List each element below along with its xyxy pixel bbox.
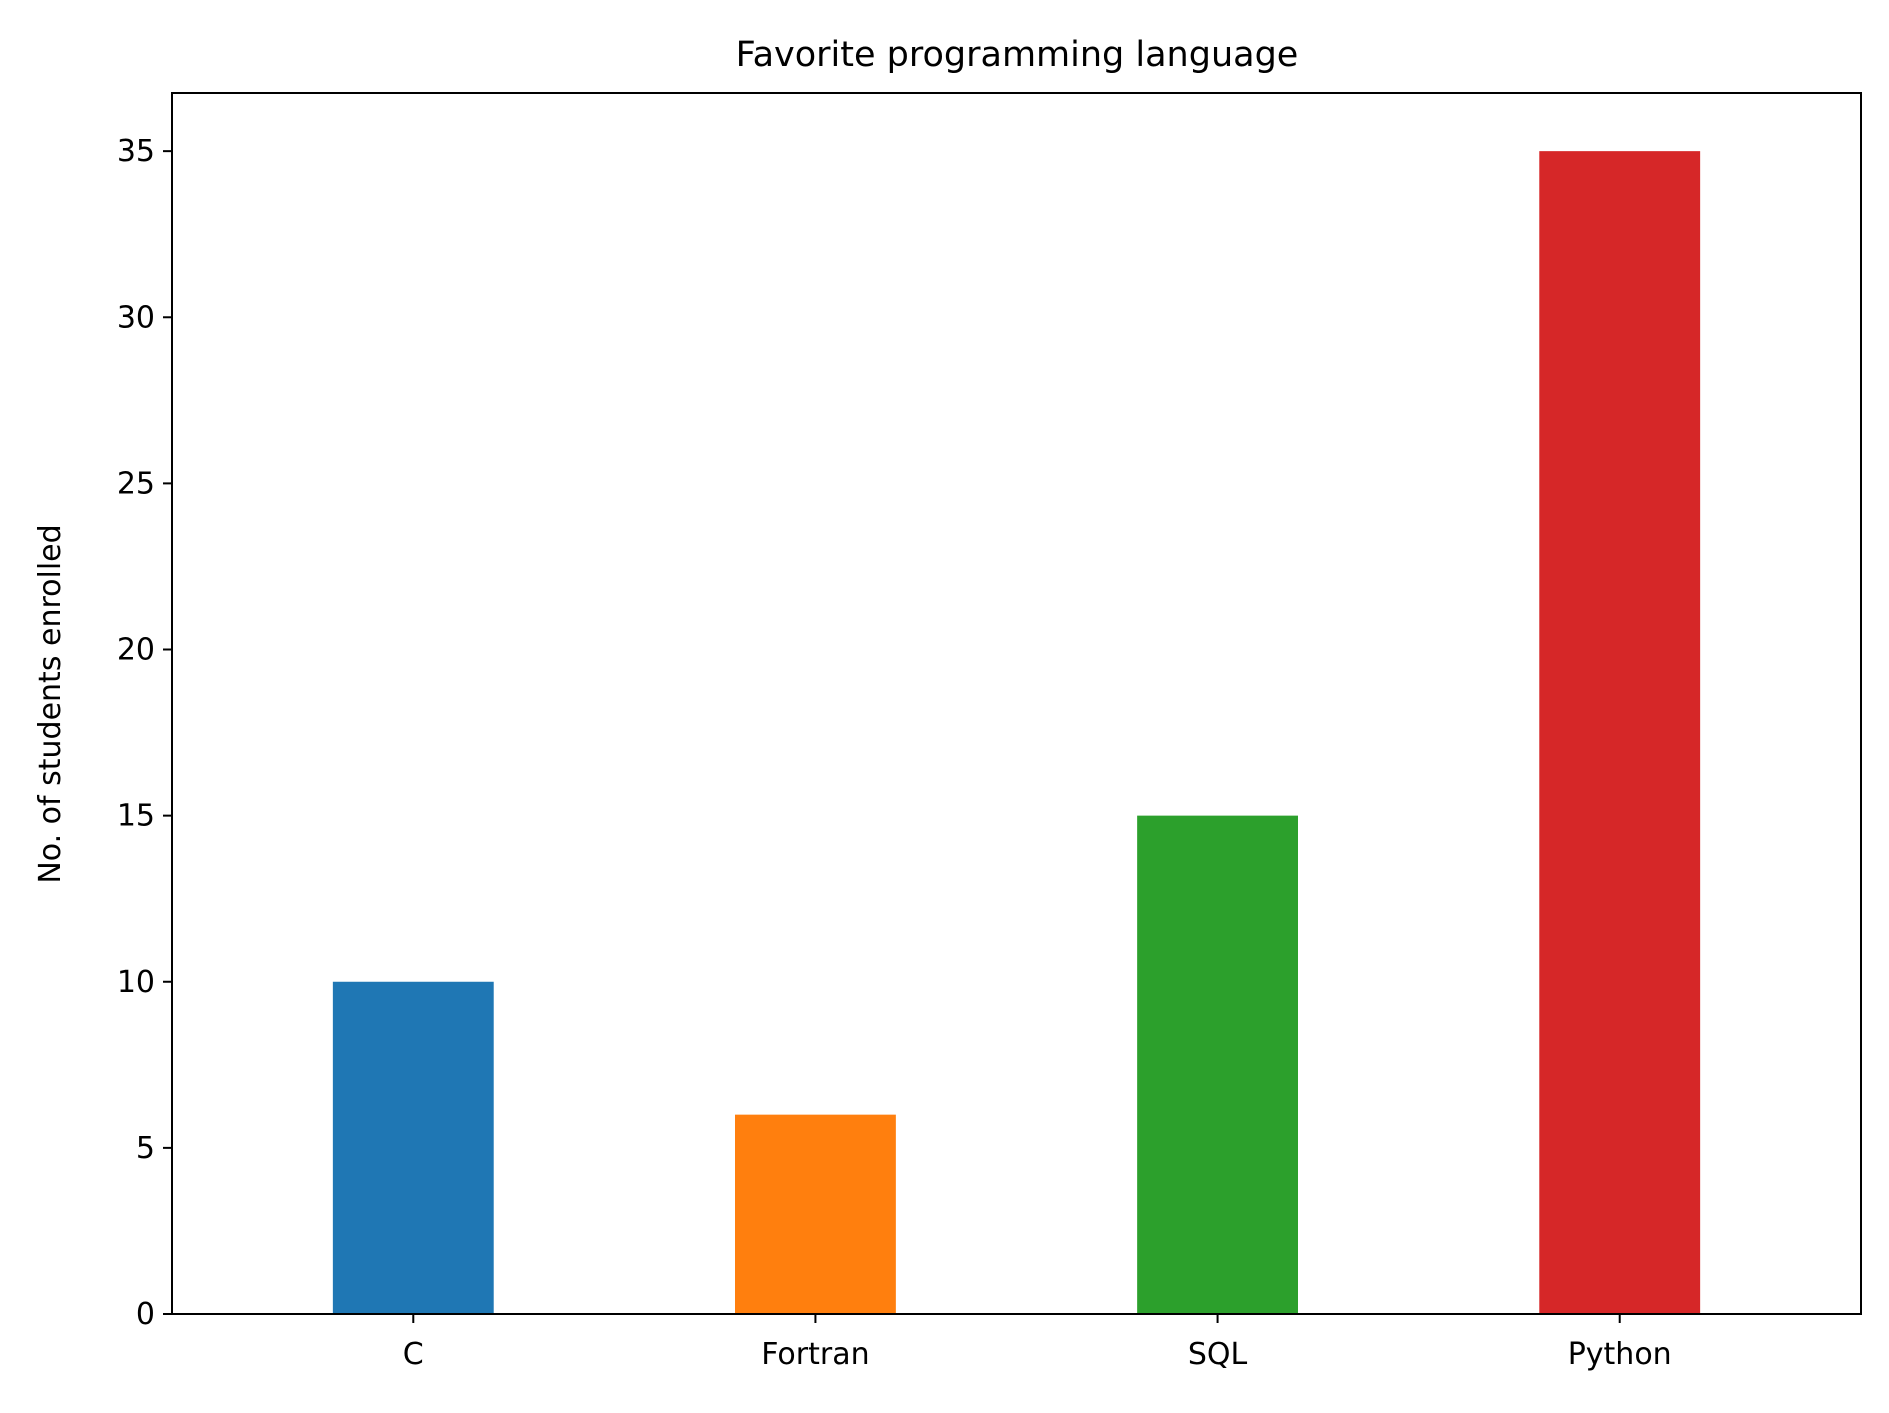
bars-group bbox=[332, 151, 1701, 1315]
y-tick-label: 30 bbox=[117, 300, 155, 335]
y-axis-ticks: 0 5 10 15 20 25 30 35 bbox=[117, 134, 172, 1332]
x-tick-label: C bbox=[403, 1337, 424, 1372]
chart-title: Favorite programming language bbox=[736, 35, 1299, 75]
x-tick-label: Python bbox=[1568, 1337, 1672, 1372]
y-tick-label: 25 bbox=[117, 466, 155, 501]
x-tick-label: Fortran bbox=[761, 1337, 869, 1372]
x-axis-ticks: C Fortran SQL Python bbox=[403, 1314, 1672, 1372]
y-tick-label: 0 bbox=[136, 1297, 155, 1332]
y-tick-label: 15 bbox=[117, 799, 155, 834]
y-tick-label: 35 bbox=[117, 134, 155, 169]
y-tick-label: 10 bbox=[117, 965, 155, 1000]
bar-fortran bbox=[735, 1114, 896, 1314]
y-tick-label: 5 bbox=[136, 1131, 155, 1166]
y-tick-label: 20 bbox=[117, 633, 155, 668]
x-tick-label: SQL bbox=[1188, 1337, 1248, 1372]
bar-python bbox=[1539, 151, 1701, 1315]
bar-sql bbox=[1137, 815, 1298, 1314]
bar-c bbox=[332, 981, 494, 1314]
plot-area-frame bbox=[171, 92, 1862, 1315]
y-axis-label: No. of students enrolled bbox=[33, 524, 68, 883]
